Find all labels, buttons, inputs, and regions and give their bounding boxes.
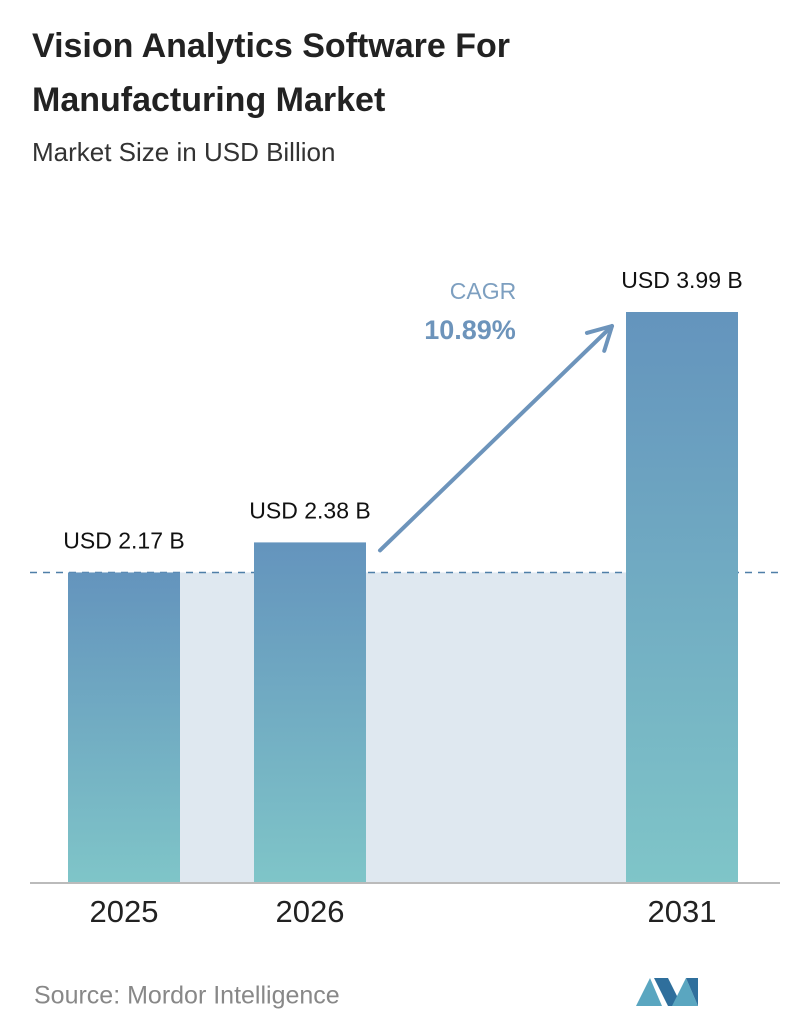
value-label: USD 3.99 B (621, 267, 742, 293)
annotation: 10.89% (424, 315, 516, 345)
x-tick-label: 2025 (90, 894, 159, 929)
cagr-arrow-head (584, 324, 614, 353)
bar (626, 312, 738, 883)
value-label: USD 2.17 B (63, 528, 184, 554)
x-tick-label: 2026 (276, 894, 345, 929)
bar (68, 572, 180, 883)
annotation: CAGR (450, 278, 516, 304)
chart-title: Manufacturing Market (32, 81, 385, 119)
x-tick-label: 2031 (648, 894, 717, 929)
chart-title: Vision Analytics Software For (32, 27, 510, 65)
source: Source: Mordor Intelligence (34, 982, 340, 1010)
logo (636, 978, 698, 1006)
value-label: USD 2.38 B (249, 497, 370, 523)
cagr-arrow (378, 324, 614, 553)
reference-band (180, 572, 626, 883)
bar (254, 542, 366, 883)
chart-subtitle: Market Size in USD Billion (32, 137, 335, 167)
